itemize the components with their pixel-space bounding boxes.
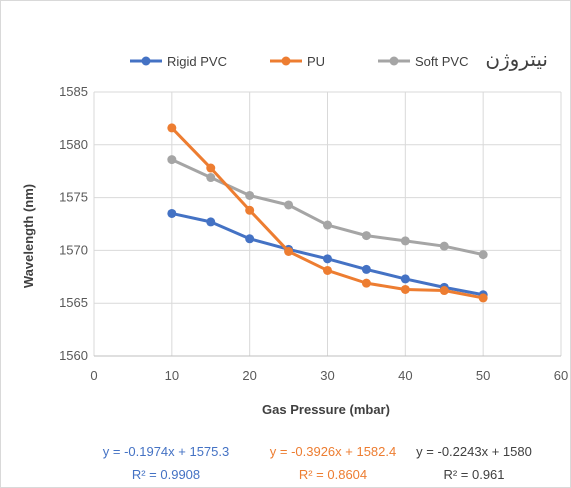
y-tick-label: 1565	[59, 295, 88, 310]
data-point-soft-pvc	[167, 155, 177, 165]
data-point-soft-pvc	[361, 231, 371, 241]
y-tick-label: 1580	[59, 137, 88, 152]
chart-title: نیتروژن	[485, 49, 548, 71]
x-tick-label: 10	[165, 368, 179, 383]
legend-marker-rigid-pvc	[141, 56, 151, 66]
y-tick-label: 1570	[59, 242, 88, 257]
r-squared-soft-pvc: R² = 0.961	[443, 467, 504, 482]
data-point-soft-pvc	[439, 241, 449, 251]
data-point-pu	[439, 286, 449, 296]
trendline-equations: y = -0.1974x + 1575.3 R² = 0.9908 y = -0.3…	[103, 444, 532, 482]
data-point-rigid-pvc	[323, 254, 332, 264]
r-squared-rigid-pvc: R² = 0.9908	[132, 467, 200, 482]
axes: 1560 1565 1570 1575 1580 1585 0 10 20 30 40 50 60	[59, 84, 568, 383]
y-axis-title: Wavelength (nm)	[21, 184, 36, 288]
data-point-soft-pvc	[245, 190, 255, 200]
r-squared-pu: R² = 0.8604	[299, 467, 367, 482]
data-point-pu	[400, 284, 410, 294]
data-point-rigid-pvc	[361, 264, 371, 274]
data-point-rigid-pvc	[206, 217, 216, 227]
data-point-pu	[245, 205, 255, 215]
data-point-rigid-pvc	[167, 208, 177, 218]
data-point-rigid-pvc	[400, 274, 410, 284]
data-point-soft-pvc	[284, 200, 294, 210]
x-tick-label: 20	[242, 368, 256, 383]
data-point-soft-pvc	[323, 220, 332, 230]
x-tick-label: 40	[398, 368, 412, 383]
data-point-rigid-pvc	[245, 234, 255, 244]
equation-rigid-pvc: y = -0.1974x + 1575.3	[103, 444, 229, 459]
legend-marker-pu	[281, 56, 291, 66]
x-tick-label: 0	[90, 368, 97, 383]
equation-pu: y = -0.3926x + 1582.4	[270, 444, 396, 459]
data-point-soft-pvc	[400, 236, 410, 246]
y-tick-label: 1560	[59, 348, 88, 363]
data-point-pu	[284, 246, 294, 256]
data-point-soft-pvc	[478, 250, 488, 260]
data-point-pu	[478, 293, 488, 303]
legend-label-soft-pvc: Soft PVC	[415, 54, 468, 69]
series-layer	[167, 123, 488, 303]
data-point-soft-pvc	[206, 173, 216, 183]
legend-marker-soft-pvc	[389, 56, 399, 66]
y-tick-label: 1585	[59, 84, 88, 99]
legend-label-rigid-pvc: Rigid PVC	[167, 54, 227, 69]
equation-soft-pvc: y = -0.2243x + 1580	[416, 444, 532, 459]
data-point-pu	[323, 265, 332, 275]
x-tick-label: 60	[554, 368, 568, 383]
data-point-pu	[361, 278, 371, 288]
y-tick-label: 1575	[59, 190, 88, 205]
legend-label-pu: PU	[307, 54, 325, 69]
data-point-pu	[167, 123, 177, 133]
x-axis-title: Gas Pressure (mbar)	[262, 402, 390, 417]
data-point-pu	[206, 163, 216, 173]
x-tick-label: 30	[320, 368, 334, 383]
x-tick-label: 50	[476, 368, 490, 383]
legend: Rigid PVC PU Soft PVC	[130, 54, 468, 69]
